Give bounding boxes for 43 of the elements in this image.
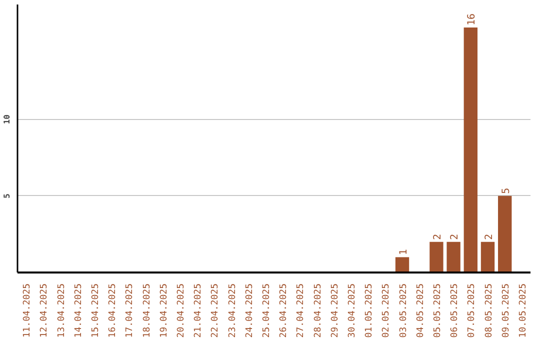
x-tick-label: 15.04.2025 bbox=[90, 283, 101, 338]
x-tick-label: 03.05.2025 bbox=[398, 283, 409, 338]
bar bbox=[395, 257, 410, 272]
x-tick-label: 26.04.2025 bbox=[279, 283, 290, 338]
x-tick-label: 08.05.2025 bbox=[484, 283, 494, 338]
data-label: 2 bbox=[450, 234, 461, 240]
data-label: 16 bbox=[466, 13, 478, 26]
bar bbox=[430, 242, 444, 272]
x-tick-label: 19.04.2025 bbox=[159, 283, 170, 338]
x-tick-label: 18.04.2025 bbox=[142, 283, 152, 338]
x-tick-label: 30.04.2025 bbox=[347, 283, 358, 338]
x-tick-label: 20.04.2025 bbox=[176, 283, 186, 338]
x-tick-label: 24.04.2025 bbox=[244, 283, 255, 338]
x-tick-label: 05.05.2025 bbox=[432, 283, 443, 338]
x-tick-label: 29.04.2025 bbox=[330, 283, 340, 338]
x-tick-label: 14.04.2025 bbox=[74, 283, 84, 338]
bar bbox=[498, 196, 512, 272]
bar bbox=[464, 27, 478, 272]
x-tick-label: 22.04.2025 bbox=[210, 283, 221, 338]
x-tick-label: 28.04.2025 bbox=[313, 283, 324, 338]
x-tick-label: 17.04.2025 bbox=[125, 283, 136, 338]
data-label: 5 bbox=[500, 188, 512, 194]
x-tick-label: 12.04.2025 bbox=[40, 283, 50, 338]
x-tick-label: 21.04.2025 bbox=[194, 283, 204, 338]
x-tick-label: 11.04.2025 bbox=[22, 283, 33, 338]
x-tick-label: 13.04.2025 bbox=[56, 283, 67, 338]
x-tick-label: 07.05.2025 bbox=[467, 283, 478, 338]
x-tick-label: 01.05.2025 bbox=[364, 283, 375, 338]
y-tick-label: 10 bbox=[2, 114, 12, 124]
data-label: 1 bbox=[398, 249, 410, 256]
x-tick-label: 10.05.2025 bbox=[518, 283, 528, 338]
x-tick-label: 25.04.2025 bbox=[262, 283, 272, 338]
x-tick-label: 09.05.2025 bbox=[501, 283, 512, 338]
x-tick-label: 06.05.2025 bbox=[450, 283, 460, 338]
x-tick-label: 02.05.2025 bbox=[382, 283, 392, 338]
x-tick-label: 23.04.2025 bbox=[228, 283, 238, 338]
bar bbox=[480, 242, 495, 272]
x-tick-label: 04.05.2025 bbox=[416, 283, 426, 338]
x-tick-label: 27.04.2025 bbox=[296, 283, 306, 338]
data-label: 2 bbox=[484, 234, 495, 240]
x-tick-label: 16.04.2025 bbox=[108, 283, 118, 338]
bar bbox=[446, 242, 460, 272]
data-label: 2 bbox=[432, 234, 444, 240]
